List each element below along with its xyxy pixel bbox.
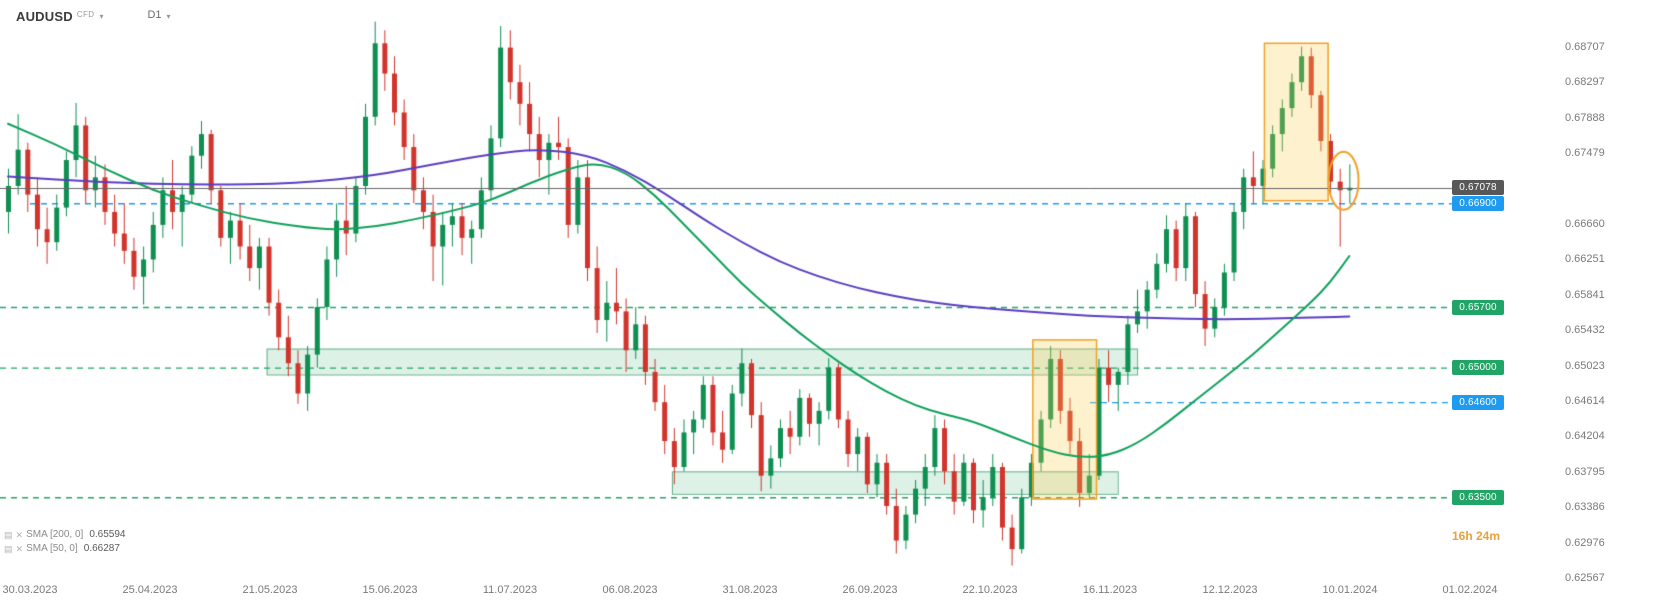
- date-label: 26.09.2023: [842, 584, 898, 596]
- candle-countdown: 16h 24m: [1452, 529, 1501, 543]
- symbol-selector[interactable]: AUDUSD CFD ▾: [16, 9, 103, 24]
- price-tick-label: 0.66660: [1565, 218, 1605, 231]
- instrument-type-label: CFD: [76, 10, 95, 19]
- timeframe-label: D1: [147, 9, 162, 21]
- date-label: 01.02.2024: [1442, 584, 1498, 596]
- indicator-settings-icon[interactable]: ▤: [4, 543, 13, 554]
- date-axis[interactable]: 30.03.2023 25.04.2023 21.05.2023 15.06.2023…: [0, 582, 1653, 602]
- date-label: 22.10.2023: [962, 584, 1018, 596]
- price-tick-label: 0.67479: [1565, 147, 1605, 160]
- price-level-badge: 0.64600: [1452, 395, 1504, 410]
- chevron-down-icon: ▾: [166, 12, 171, 21]
- price-level-badge: 0.65000: [1452, 360, 1504, 375]
- indicator-remove-icon[interactable]: ✕: [15, 529, 24, 540]
- price-tick-label: 0.68297: [1565, 76, 1605, 89]
- timeframe-selector[interactable]: D1 ▾: [147, 9, 170, 21]
- price-tick-label: 0.63386: [1565, 501, 1605, 514]
- date-label: 06.08.2023: [602, 584, 658, 596]
- indicator-value: 0.66287: [83, 543, 120, 554]
- price-level-badge: 0.66900: [1452, 196, 1504, 211]
- indicator-label: SMA [200, 0]: [26, 529, 84, 540]
- date-label: 21.05.2023: [242, 584, 298, 596]
- price-tick-label: 0.66251: [1565, 253, 1605, 266]
- indicator-legend-row: ▤ ✕ SMA [50, 0] 0.66287: [4, 542, 125, 555]
- date-label: 16.11.2023: [1082, 584, 1138, 596]
- price-tick-label: 0.65841: [1565, 288, 1605, 301]
- price-tick-label: 0.63795: [1565, 465, 1605, 478]
- indicator-legend-row: ▤ ✕ SMA [200, 0] 0.65594: [4, 528, 125, 541]
- price-tick-label: 0.64614: [1565, 394, 1605, 407]
- price-axis[interactable]: 0.68707 0.68297 0.67888 0.67479 0.66660 0.662…: [1452, 0, 1652, 614]
- chevron-down-icon: ▾: [99, 12, 104, 21]
- price-tick-label: 0.68707: [1565, 41, 1605, 53]
- date-label: 12.12.2023: [1202, 584, 1258, 596]
- date-label: 25.04.2023: [122, 584, 178, 596]
- symbol-name: AUDUSD: [16, 9, 73, 24]
- price-tick-label: 0.65023: [1565, 359, 1605, 372]
- indicator-label: SMA [50, 0]: [26, 543, 78, 554]
- price-level-badge: 0.63500: [1452, 490, 1504, 505]
- date-label: 15.06.2023: [362, 584, 418, 596]
- date-label: 30.03.2023: [2, 584, 58, 596]
- price-tick-label: 0.62976: [1565, 536, 1605, 549]
- date-label: 10.01.2024: [1322, 584, 1378, 596]
- symbol-bar: AUDUSD CFD ▾ D1 ▾: [16, 9, 171, 24]
- price-tick-label: 0.67888: [1565, 111, 1605, 124]
- indicator-legend: ▤ ✕ SMA [200, 0] 0.65594 ▤ ✕ SMA [50, 0] 0.6628…: [4, 528, 125, 556]
- indicator-remove-icon[interactable]: ✕: [15, 543, 24, 554]
- date-label: 11.07.2023: [482, 584, 538, 596]
- indicator-value: 0.65594: [89, 529, 126, 540]
- date-label: 31.08.2023: [722, 584, 778, 596]
- price-level-badge: 0.65700: [1452, 300, 1504, 315]
- price-tick-label: 0.62567: [1565, 571, 1605, 584]
- price-tick-label: 0.64204: [1565, 430, 1605, 443]
- price-tick-label: 0.65432: [1565, 324, 1605, 337]
- current-price-badge: 0.67078: [1452, 180, 1504, 195]
- indicator-settings-icon[interactable]: ▤: [4, 529, 13, 540]
